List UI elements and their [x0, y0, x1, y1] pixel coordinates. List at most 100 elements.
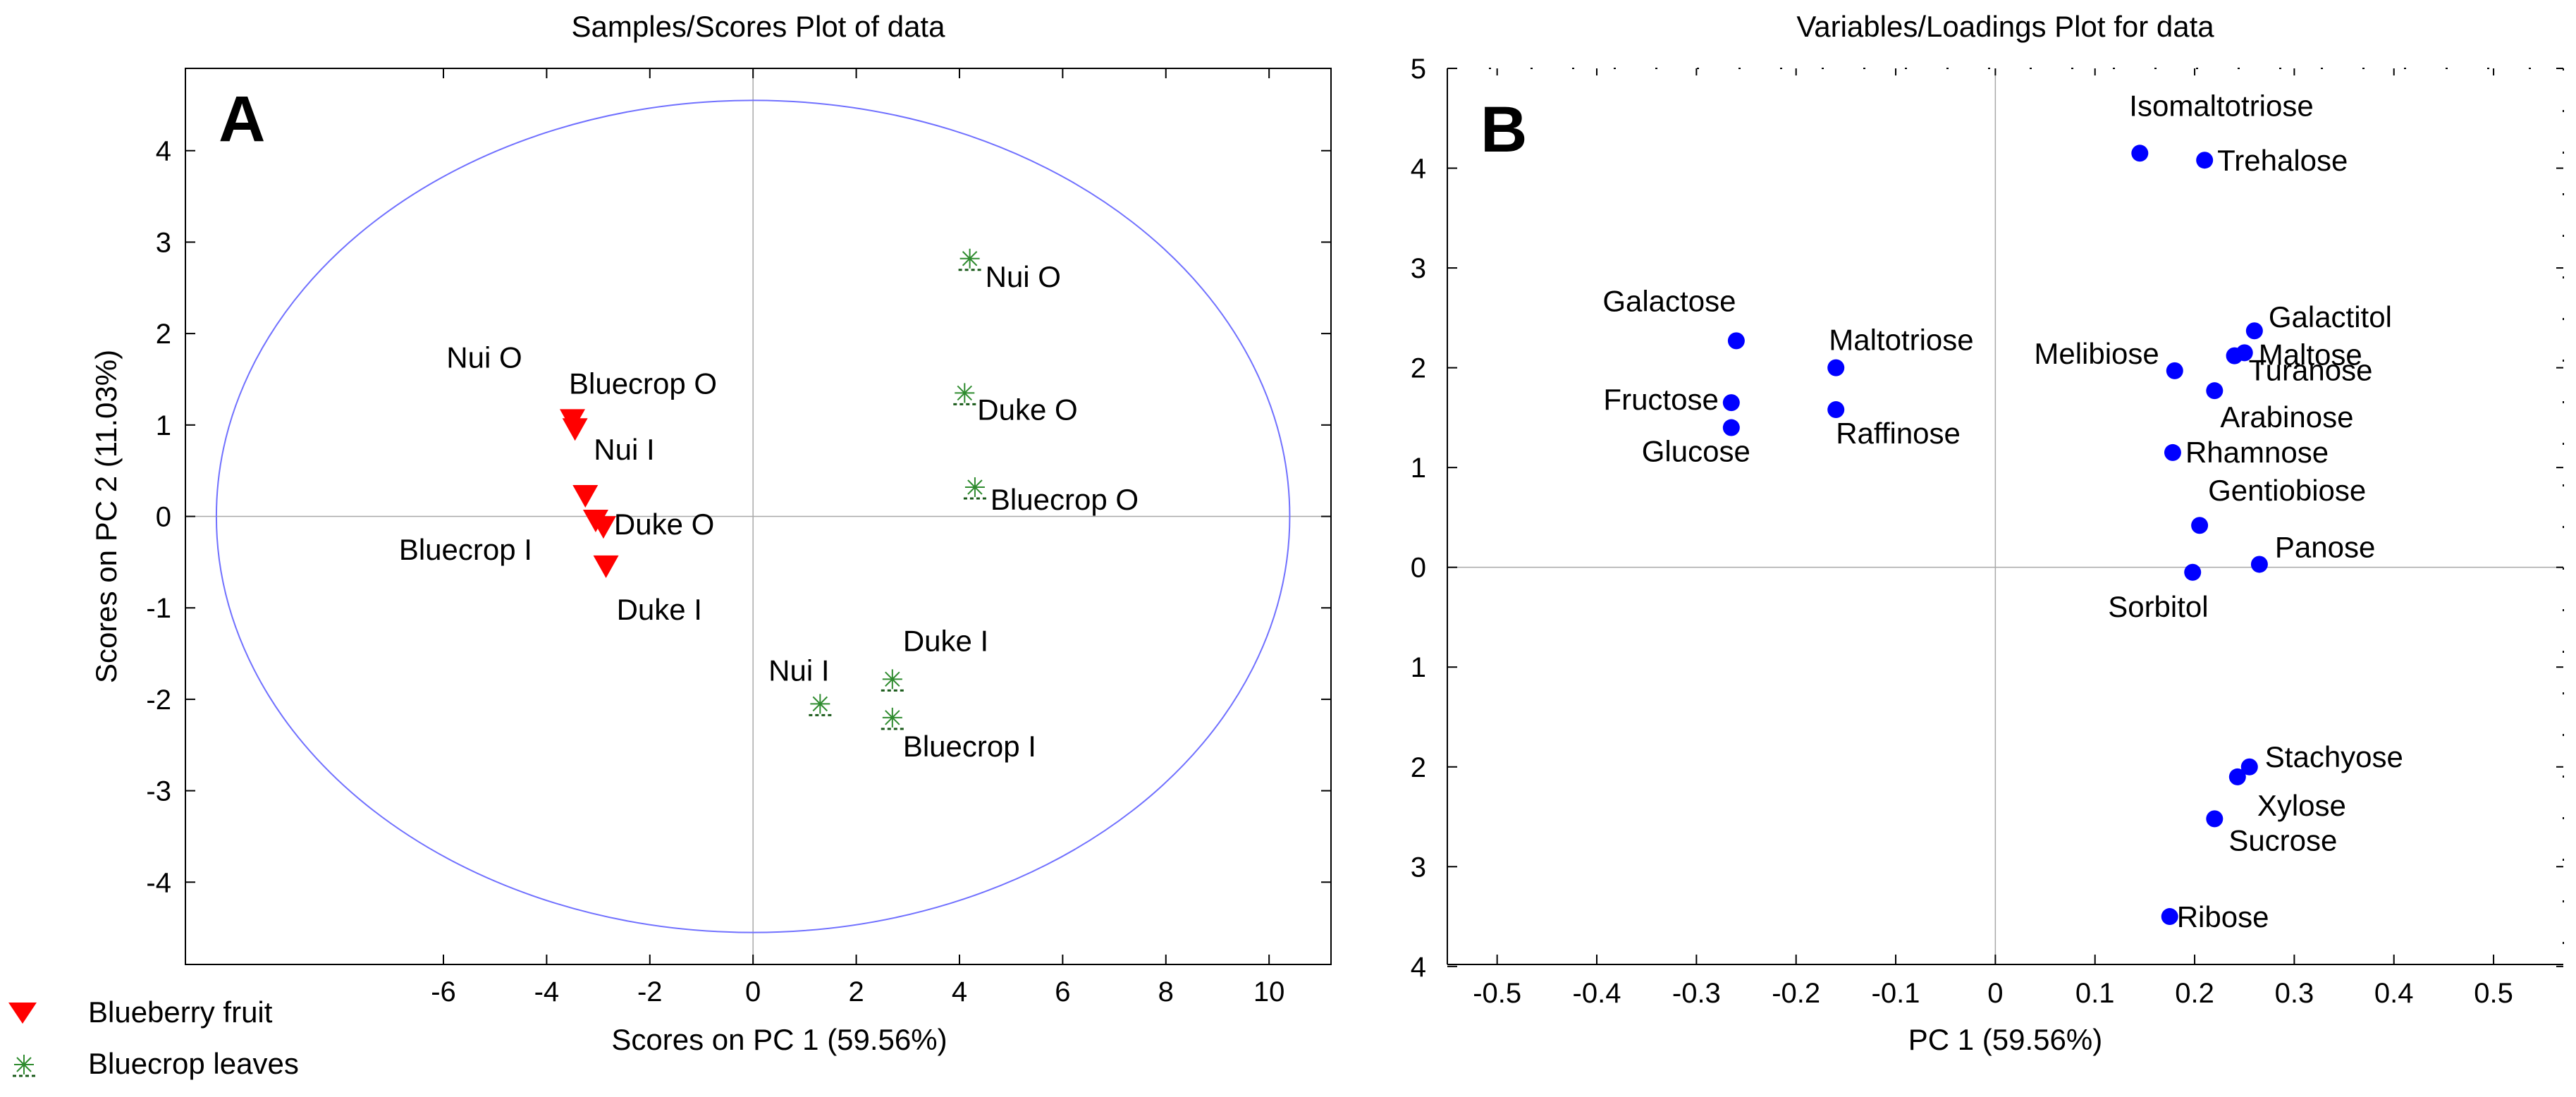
loading-melibiose: [2166, 362, 2183, 379]
point-blueberry-fruit-duke-i: [593, 555, 619, 578]
confidence-ellipse: [215, 99, 1291, 933]
loading-sorbitol: [2184, 563, 2202, 581]
y-tick-label: 1: [156, 410, 171, 441]
x-tick-label: 6: [1055, 976, 1070, 1007]
loading-raffinose: [1827, 401, 1845, 419]
loading-maltose-label: Maltose: [2259, 338, 2362, 371]
x-tick-label: 0.3: [2275, 978, 2314, 1009]
legend-marker-bluecrop-leaves: [13, 1055, 35, 1077]
point-bluecrop-leaves-bluecrop-i-label: Bluecrop I: [903, 730, 1036, 763]
y-tick-label: 5: [1411, 54, 1426, 85]
x-tick-label: -0.4: [1573, 978, 1621, 1009]
x-axis-label: Scores on PC 1 (59.56%): [611, 1023, 947, 1056]
x-tick-label: 0.4: [2374, 978, 2414, 1009]
loading-gentiobiose-label: Gentiobiose: [2208, 474, 2366, 507]
y-tick-label: 2: [156, 319, 171, 350]
point-blueberry-fruit-nui-o-label: Nui O: [446, 341, 522, 374]
loading-gentiobiose: [2191, 517, 2209, 534]
x-tick-label: 2: [848, 976, 864, 1007]
loading-panose: [2250, 556, 2268, 573]
point-bluecrop-leaves-bluecrop-i: [881, 707, 904, 730]
loading-turanose-label: Turanose: [2249, 354, 2373, 387]
loading-glucose-label: Glucose: [1642, 435, 1750, 468]
point-blueberry-fruit-bluecrop-o-label: Bluecrop O: [569, 367, 717, 400]
panel-b: Variables/Loadings Plot for data -0.5 -0.4…: [1411, 10, 2564, 1056]
x-tick-label: 0: [1987, 978, 2003, 1009]
loading-galactose-label: Galactose: [1602, 284, 1736, 317]
y-tick-label: -3: [146, 776, 171, 807]
loading-glucose: [1722, 419, 1740, 436]
loading-galactitol: [2245, 322, 2263, 340]
point-bluecrop-leaves-duke-i: [881, 669, 904, 692]
y-tick-label: -4: [146, 867, 171, 898]
loading-stachyose-label: Stachyose: [2265, 740, 2403, 773]
y-tick-label: 2: [1411, 752, 1426, 783]
y-tick-label: 1: [1411, 453, 1426, 484]
y-tick-label: 2: [1411, 353, 1426, 384]
legend-label-blueberry-fruit: Blueberry fruit: [88, 995, 273, 1029]
point-blueberry-fruit-duke-i-label: Duke I: [617, 593, 702, 626]
panel-letter-b: B: [1480, 94, 1527, 166]
loading-galactitol-label: Galactitol: [2269, 300, 2392, 333]
loading-melibiose-label: Melibiose: [2034, 337, 2159, 370]
x-tick-label: -2: [637, 976, 663, 1007]
y-tick-label: -1: [146, 593, 171, 624]
star-stroke: [812, 696, 828, 712]
star-stroke: [957, 385, 972, 401]
loading-isomaltotriose: [2131, 145, 2149, 162]
chart-title: Variables/Loadings Plot for data: [1796, 10, 2214, 43]
loading-ribose-label: Ribose: [2177, 900, 2269, 933]
x-tick-label: 0.1: [2075, 978, 2115, 1009]
loading-rhamnose-label: Rhamnose: [2185, 436, 2329, 469]
y-tick-label: 1: [1411, 652, 1426, 683]
x-tick-label: 4: [952, 976, 967, 1007]
x-tick-label: 8: [1158, 976, 1174, 1007]
point-bluecrop-leaves-bluecrop-o: [963, 477, 986, 500]
loading-arabinose-label: Arabinose: [2220, 400, 2353, 434]
y-tick-label: 3: [1411, 253, 1426, 284]
star-stroke: [967, 479, 983, 495]
chart-title: Samples/Scores Plot of data: [572, 10, 946, 43]
legend: Blueberry fruit Bluecrop leaves: [8, 995, 299, 1080]
point-bluecrop-leaves-duke-o-label: Duke O: [977, 393, 1077, 426]
loading-turanose: [2226, 347, 2243, 364]
loading-sorbitol-label: Sorbitol: [2108, 590, 2208, 623]
star-stroke: [885, 710, 900, 725]
loading-rhamnose: [2164, 443, 2181, 461]
point-bluecrop-leaves-duke-i-label: Duke I: [903, 624, 988, 657]
panel-letter-a: A: [219, 83, 265, 155]
loading-xylose-label: Xylose: [2257, 789, 2346, 822]
y-tick-label: 3: [1411, 852, 1426, 883]
point-bluecrop-leaves-nui-o-label: Nui O: [986, 260, 1061, 293]
y-tick-label: 4: [1411, 952, 1426, 983]
point-blueberry-fruit-nui-i: [572, 484, 599, 508]
y-tick-label: 0: [156, 502, 171, 533]
loading-trehalose-label: Trehalose: [2217, 144, 2348, 177]
x-axis-label: PC 1 (59.56%): [1908, 1023, 2102, 1056]
panel-a: Samples/Scores Plot of data-6 -4 -2 0 2 4 6 8 10…: [90, 10, 1332, 1056]
point-bluecrop-leaves-nui-i: [809, 694, 832, 716]
y-tick-label: 0: [1411, 553, 1426, 584]
x-tick-label: -0.2: [1772, 978, 1820, 1009]
loading-stachyose: [2240, 758, 2258, 776]
y-axis-label: Scores on PC 2 (11.03%): [90, 350, 123, 683]
y-tick-label: -2: [146, 685, 171, 716]
point-bluecrop-leaves-bluecrop-o-label: Bluecrop O: [990, 483, 1139, 516]
x-tick-label: 0.5: [2474, 978, 2513, 1009]
loading-galactose: [1727, 332, 1745, 350]
point-bluecrop-leaves-nui-o: [958, 248, 981, 271]
x-tick-label: 0.2: [2175, 978, 2214, 1009]
loading-maltotriose: [1827, 359, 1845, 376]
point-bluecrop-leaves-nui-i-label: Nui I: [768, 654, 829, 687]
point-blueberry-fruit-nui-i-label: Nui I: [594, 433, 654, 466]
point-blueberry-fruit-nui-o: [562, 418, 588, 441]
point-bluecrop-leaves-duke-o: [953, 383, 976, 405]
point-blueberry-fruit-bluecrop-i-label: Bluecrop I: [399, 533, 532, 566]
loading-isomaltotriose-label: Isomaltotriose: [2129, 89, 2313, 122]
point-blueberry-fruit-duke-o-label: Duke O: [614, 508, 714, 541]
x-tick-label: 10: [1253, 976, 1285, 1007]
loading-trehalose: [2196, 152, 2214, 169]
loading-maltotriose-label: Maltotriose: [1829, 324, 1973, 357]
x-tick-label: -0.5: [1473, 978, 1521, 1009]
